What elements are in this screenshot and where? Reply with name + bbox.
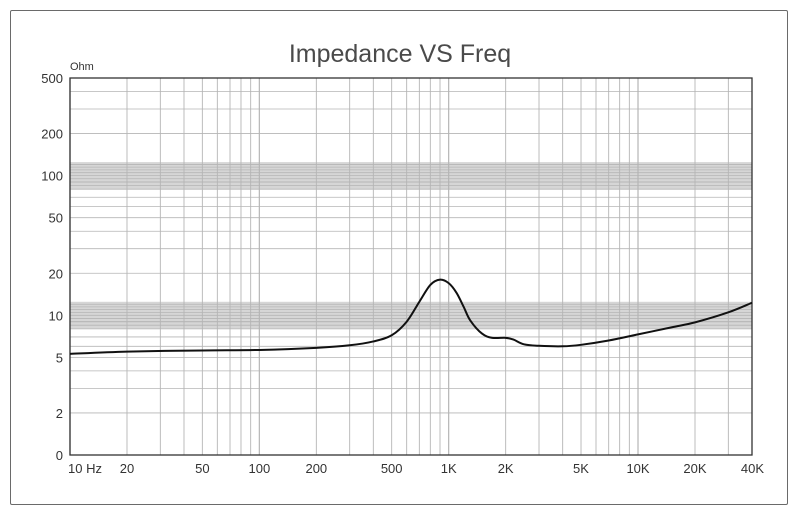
x-tick-label: 200 [305,461,327,476]
y-tick-label: 20 [49,266,63,281]
x-tick-label: 2K [498,461,514,476]
x-tick-label: 1K [441,461,457,476]
y-tick-label: 200 [41,127,63,142]
x-tick-labels: 10 Hz 20 50 100 200 500 1K 2K 5K 10K 20K 40K [68,461,764,476]
y-tick-label: 100 [41,169,63,184]
plot-border [69,77,753,456]
y-tick-label: 10 [49,308,63,323]
x-tick-label: 100 [248,461,270,476]
chart-frame [10,10,788,505]
chart-title: Impedance VS Freq [288,40,512,68]
x-tick-label: 10K [626,461,649,476]
x-tick-label: 20 [120,461,134,476]
x-tick-label: 5K [573,461,589,476]
grid-lines [69,77,753,456]
y-tick-label: 50 [49,211,63,226]
x-tick-label: 40K [741,461,764,476]
y-tick-label: 500 [41,71,63,86]
y-tick-label: 5 [56,350,63,365]
y-axis-label: Ohm [70,61,94,73]
y-tick-label: 0 [56,448,63,463]
impedance-curve [69,278,753,355]
y-tick-label: 2 [56,406,63,421]
x-tick-label: 20K [683,461,706,476]
grid-bands [70,162,752,329]
x-tick-label: 500 [381,461,403,476]
x-tick-label: 10 Hz [68,461,102,476]
x-tick-label: 50 [195,461,209,476]
